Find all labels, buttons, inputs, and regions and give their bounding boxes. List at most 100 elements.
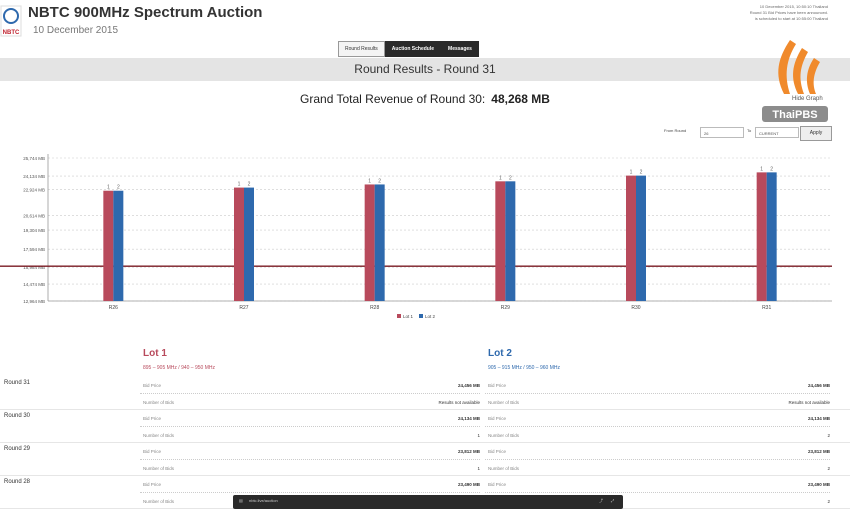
- tab-messages[interactable]: Messages: [441, 41, 479, 57]
- row-divider: [140, 393, 480, 394]
- tab-auction-schedule[interactable]: Auction Schedule: [384, 41, 442, 57]
- revenue-value: 48,268 MB: [491, 92, 550, 106]
- lot2-heading: Lot 2 905 – 915 MHz / 950 – 960 MHz: [488, 348, 560, 371]
- bar-lot-2: [636, 175, 646, 301]
- num-bids-label: Number of Bids: [488, 466, 520, 471]
- row-divider: [485, 459, 830, 460]
- bar-label: 2: [640, 170, 643, 176]
- page-date: 10 December 2015: [33, 25, 119, 36]
- from-round-input[interactable]: 26: [700, 127, 744, 138]
- bar-label: 1: [630, 170, 633, 176]
- page-title: NBTC 900MHz Spectrum Auction: [28, 4, 263, 21]
- bar-label: 1: [368, 178, 371, 184]
- url-text: nbtc.live/auction: [249, 498, 278, 503]
- to-round-label: To: [747, 128, 752, 133]
- bid-price-label: Bid Price: [488, 416, 507, 421]
- bar-label: 2: [509, 175, 512, 181]
- bid-price-label: Bid Price: [488, 449, 507, 454]
- lot2-num-bids: Results not available: [788, 400, 830, 405]
- bid-price-label: Bid Price: [143, 449, 162, 454]
- round-banner: Round Results - Round 31: [0, 58, 850, 81]
- url-bar[interactable]: ▤ nbtc.live/auction ⤴ ⤢: [233, 495, 623, 509]
- lot2-bid-price: 24,134 MB: [807, 416, 830, 421]
- bar-label: 2: [248, 182, 251, 188]
- y-tick-label: 15,984 MB: [23, 265, 45, 270]
- row-separator: [0, 475, 850, 476]
- row-divider: [485, 393, 830, 394]
- nav-tabs: Round Results Auction Schedule Messages: [338, 41, 479, 57]
- round-label: Round 30: [4, 413, 31, 419]
- bar-lot-1: [103, 190, 114, 301]
- bar-lot-1: [495, 181, 506, 301]
- row-divider: [485, 492, 830, 493]
- thaipbs-watermark-icon: ThaiPBS: [762, 40, 828, 122]
- bid-price-label: Bid Price: [488, 482, 507, 487]
- num-bids-label: Number of Bids: [143, 499, 175, 504]
- lot1-num-bids: 1: [477, 466, 480, 471]
- tab-round-results[interactable]: Round Results: [338, 41, 385, 57]
- bar-lot-1: [234, 187, 244, 301]
- lot1-bid-price: 23,812 MB: [457, 449, 480, 454]
- lot2-bid-price: 23,812 MB: [807, 449, 830, 454]
- legend-swatch: [419, 314, 423, 318]
- y-tick-label: 20,614 MB: [23, 213, 45, 218]
- y-tick-label: 22,924 MB: [23, 188, 45, 193]
- bid-price-label: Bid Price: [488, 383, 507, 388]
- revenue-label: Grand Total Revenue of Round 30:: [300, 92, 486, 106]
- lot1-bid-price: 24,456 MB: [457, 383, 480, 388]
- lot2-bid-price: 23,490 MB: [807, 482, 830, 487]
- lot2-bid-price: 24,456 MB: [807, 383, 830, 388]
- svg-text:ThaiPBS: ThaiPBS: [772, 109, 817, 121]
- y-tick-label: 17,594 MB: [23, 247, 45, 252]
- bid-price-label: Bid Price: [143, 383, 162, 388]
- bid-price-label: Bid Price: [143, 416, 162, 421]
- y-tick-label: 14,474 MB: [23, 282, 45, 287]
- round-label: Round 31: [4, 380, 31, 386]
- legend-label: Lot 1: [403, 314, 414, 319]
- num-bids-label: Number of Bids: [143, 466, 175, 471]
- bar-lot-2: [505, 181, 516, 301]
- lot1-bid-price: 24,134 MB: [457, 416, 480, 421]
- lot2-num-bids: 2: [827, 433, 830, 438]
- y-tick-label: 19,304 MB: [23, 228, 45, 233]
- notice-text: 10 December 2015, 10:50:10 Thailand Roun…: [749, 4, 828, 21]
- bar-label: 1: [238, 182, 241, 188]
- nbtc-logo: NBTC: [0, 5, 22, 37]
- bar-lot-1: [364, 184, 375, 301]
- round-row: Round 31 Bid Price 24,456 MB Bid Price 24,45…: [0, 378, 850, 411]
- row-divider: [140, 459, 480, 460]
- expand-icon[interactable]: ⤢: [611, 498, 615, 503]
- bar-label: 2: [770, 166, 773, 172]
- share-icon[interactable]: ⤴: [599, 498, 603, 503]
- x-tick-label: R29: [501, 305, 510, 311]
- grand-total-revenue: Grand Total Revenue of Round 30: 48,268 M…: [0, 92, 850, 106]
- lot2-frequency: 905 – 915 MHz / 950 – 960 MHz: [488, 365, 560, 371]
- bar-lot-1: [756, 172, 767, 301]
- num-bids-label: Number of Bids: [143, 433, 175, 438]
- lot1-bid-price: 23,490 MB: [457, 482, 480, 487]
- from-round-label: From Round: [664, 128, 687, 133]
- bar-label: 2: [378, 178, 381, 184]
- row-separator: [0, 409, 850, 410]
- lot2-num-bids: 2: [827, 499, 830, 504]
- y-tick-label: 12,964 MB: [23, 299, 45, 304]
- row-divider: [140, 492, 480, 493]
- x-tick-label: R26: [109, 305, 118, 311]
- round-row: Round 30 Bid Price 24,134 MB Bid Price 24,13…: [0, 411, 850, 444]
- lot1-heading: Lot 1 895 – 905 MHz / 940 – 950 MHz: [143, 348, 215, 371]
- apply-button[interactable]: Apply: [800, 126, 832, 141]
- y-tick-label: 25,744 MB: [23, 156, 45, 161]
- row-divider: [140, 426, 480, 427]
- svg-text:NBTC: NBTC: [3, 30, 20, 36]
- x-tick-label: R28: [370, 305, 379, 311]
- tab-icon: ▤: [239, 498, 243, 503]
- bar-label: 1: [107, 185, 110, 191]
- lot1-frequency: 895 – 905 MHz / 940 – 950 MHz: [143, 365, 215, 371]
- to-round-input[interactable]: CURRENT: [755, 127, 799, 138]
- bar-label: 1: [499, 175, 502, 181]
- hide-graph-link[interactable]: Hide Graph: [792, 96, 823, 102]
- y-tick-label: 24,134 MB: [23, 174, 45, 179]
- num-bids-label: Number of Bids: [143, 400, 175, 405]
- bar-lot-2: [244, 187, 254, 301]
- bid-price-label: Bid Price: [143, 482, 162, 487]
